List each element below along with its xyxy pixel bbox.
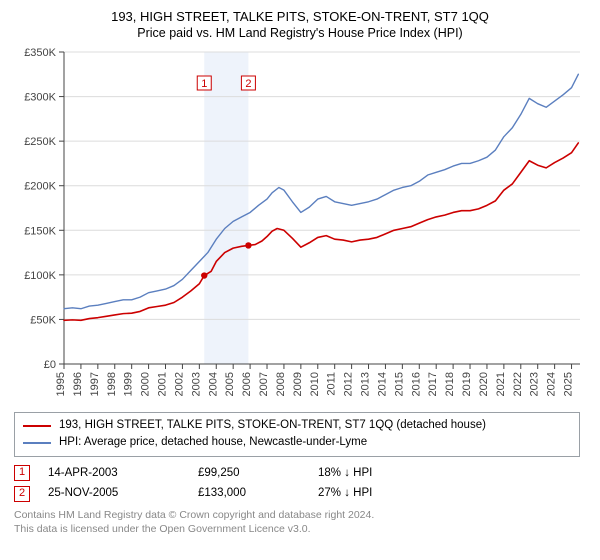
series-property — [64, 143, 578, 320]
svg-text:£150K: £150K — [24, 225, 56, 237]
svg-text:1995: 1995 — [55, 372, 67, 396]
legend-item: HPI: Average price, detached house, Newc… — [23, 434, 571, 451]
svg-text:£200K: £200K — [24, 181, 56, 193]
svg-text:2024: 2024 — [546, 372, 558, 396]
marker-date: 25-NOV-2005 — [48, 483, 198, 504]
sale-dot — [245, 242, 251, 248]
sale-marker-number: 2 — [245, 78, 251, 90]
footer-line: This data is licensed under the Open Gov… — [14, 522, 586, 536]
legend-swatch — [23, 442, 51, 444]
svg-text:2015: 2015 — [393, 372, 405, 396]
legend-label: HPI: Average price, detached house, Newc… — [59, 434, 367, 451]
svg-text:2009: 2009 — [292, 372, 304, 396]
sale-markers-table: 1 14-APR-2003£99,25018% ↓ HPI 2 25-NOV-2005… — [14, 463, 586, 504]
chart-svg: £0 £50K £100K £150K £200K £250K £300K £350K 1995… — [14, 46, 586, 406]
marker-price: £133,000 — [198, 483, 318, 504]
footer-attribution: Contains HM Land Registry data © Crown c… — [14, 508, 586, 536]
svg-text:1996: 1996 — [72, 372, 84, 396]
svg-text:2025: 2025 — [563, 372, 575, 396]
marker-delta: 27% ↓ HPI — [318, 483, 372, 504]
svg-text:2017: 2017 — [427, 372, 439, 396]
svg-text:2008: 2008 — [275, 372, 287, 396]
svg-text:2013: 2013 — [360, 372, 372, 396]
legend: 193, HIGH STREET, TALKE PITS, STOKE-ON-T… — [14, 412, 580, 457]
svg-text:£250K: £250K — [24, 136, 56, 148]
price-chart: £0 £50K £100K £150K £200K £250K £300K £350K 1995… — [14, 46, 586, 406]
svg-text:£350K: £350K — [24, 47, 56, 59]
marker-badge: 2 — [14, 486, 30, 502]
svg-text:2020: 2020 — [478, 372, 490, 396]
svg-text:2022: 2022 — [512, 372, 524, 396]
svg-text:2016: 2016 — [410, 372, 422, 396]
svg-text:2011: 2011 — [326, 372, 338, 396]
marker-date: 14-APR-2003 — [48, 463, 198, 484]
svg-text:2004: 2004 — [207, 372, 219, 396]
page-subtitle: Price paid vs. HM Land Registry's House … — [14, 26, 586, 40]
svg-text:2003: 2003 — [190, 372, 202, 396]
svg-text:£100K: £100K — [24, 270, 56, 282]
svg-text:2001: 2001 — [157, 372, 169, 396]
series-hpi — [64, 74, 578, 308]
legend-swatch — [23, 425, 51, 427]
svg-text:2000: 2000 — [140, 372, 152, 396]
svg-text:£50K: £50K — [30, 315, 56, 327]
svg-text:2023: 2023 — [529, 372, 541, 396]
sale-dot — [201, 273, 207, 279]
svg-text:2010: 2010 — [309, 372, 321, 396]
svg-text:2007: 2007 — [258, 372, 270, 396]
svg-text:2014: 2014 — [376, 372, 388, 396]
svg-text:2012: 2012 — [343, 372, 355, 396]
marker-price: £99,250 — [198, 463, 318, 484]
svg-text:2002: 2002 — [173, 372, 185, 396]
svg-text:1998: 1998 — [106, 372, 118, 396]
footer-line: Contains HM Land Registry data © Crown c… — [14, 508, 586, 522]
marker-delta: 18% ↓ HPI — [318, 463, 372, 484]
marker-row: 2 25-NOV-2005£133,00027% ↓ HPI — [14, 483, 586, 504]
legend-label: 193, HIGH STREET, TALKE PITS, STOKE-ON-T… — [59, 417, 486, 434]
svg-text:2018: 2018 — [444, 372, 456, 396]
marker-row: 1 14-APR-2003£99,25018% ↓ HPI — [14, 463, 586, 484]
sale-marker-number: 1 — [201, 78, 207, 90]
svg-text:2005: 2005 — [224, 372, 236, 396]
svg-text:£300K: £300K — [24, 92, 56, 104]
svg-text:£0: £0 — [44, 359, 56, 371]
svg-text:1999: 1999 — [123, 372, 135, 396]
svg-text:2006: 2006 — [241, 372, 253, 396]
legend-item: 193, HIGH STREET, TALKE PITS, STOKE-ON-T… — [23, 417, 571, 434]
page-title: 193, HIGH STREET, TALKE PITS, STOKE-ON-T… — [14, 8, 586, 26]
svg-text:2021: 2021 — [495, 372, 507, 396]
svg-text:1997: 1997 — [89, 372, 101, 396]
svg-text:2019: 2019 — [461, 372, 473, 396]
marker-badge: 1 — [14, 465, 30, 481]
